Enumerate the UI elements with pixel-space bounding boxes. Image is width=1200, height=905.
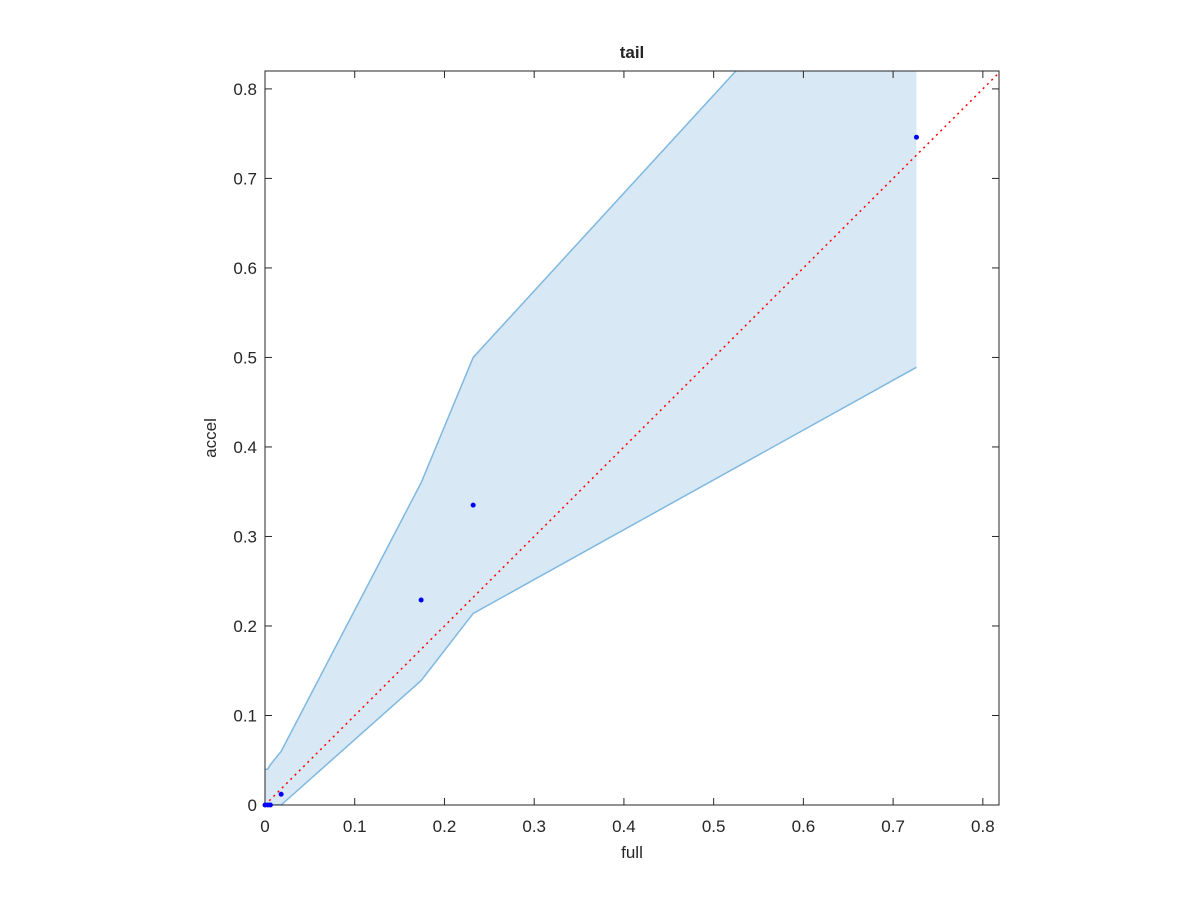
axes: 0 0.1 0.2 0.3 0.4 0.5 0.6 0.7 0.8 0 0.1 0.2 0.3 0.4 0.… <box>233 70 1000 836</box>
y-axis-label: accel <box>201 418 220 458</box>
y-tick-label: 0.4 <box>233 438 257 457</box>
band-lower-edge <box>265 366 917 805</box>
x-tick-label: 0.1 <box>343 817 367 836</box>
x-tick-label: 0.7 <box>881 817 905 836</box>
x-axis-label: full <box>621 843 643 862</box>
x-tick-label: 0 <box>260 817 269 836</box>
y-tick-label: 0.1 <box>233 706 257 725</box>
x-tick-label: 0.4 <box>612 817 636 836</box>
band-upper-edge <box>265 71 737 770</box>
y-tick-label: 0.8 <box>233 80 257 99</box>
y-tick-label: 0.2 <box>233 617 257 636</box>
y-tick-label: 0.7 <box>233 169 257 188</box>
data-point <box>418 597 424 603</box>
data-point <box>913 134 919 140</box>
x-tick-label: 0.6 <box>792 817 816 836</box>
x-tick-label: 0.5 <box>702 817 726 836</box>
x-tick-label: 0.2 <box>433 817 457 836</box>
data-point <box>470 502 476 508</box>
data-point <box>267 802 273 808</box>
y-tick-label: 0.6 <box>233 259 257 278</box>
x-tick-label: 0.3 <box>522 817 546 836</box>
y-tick-label: 0 <box>248 796 257 815</box>
data-point <box>278 791 284 797</box>
plot-area <box>265 71 999 805</box>
chart-title: tail <box>620 43 645 62</box>
y-tick-label: 0.3 <box>233 527 257 546</box>
band-area <box>265 71 917 805</box>
y-tick-label: 0.5 <box>233 348 257 367</box>
axes-box <box>264 70 1000 806</box>
x-tick-label: 0.8 <box>971 817 995 836</box>
